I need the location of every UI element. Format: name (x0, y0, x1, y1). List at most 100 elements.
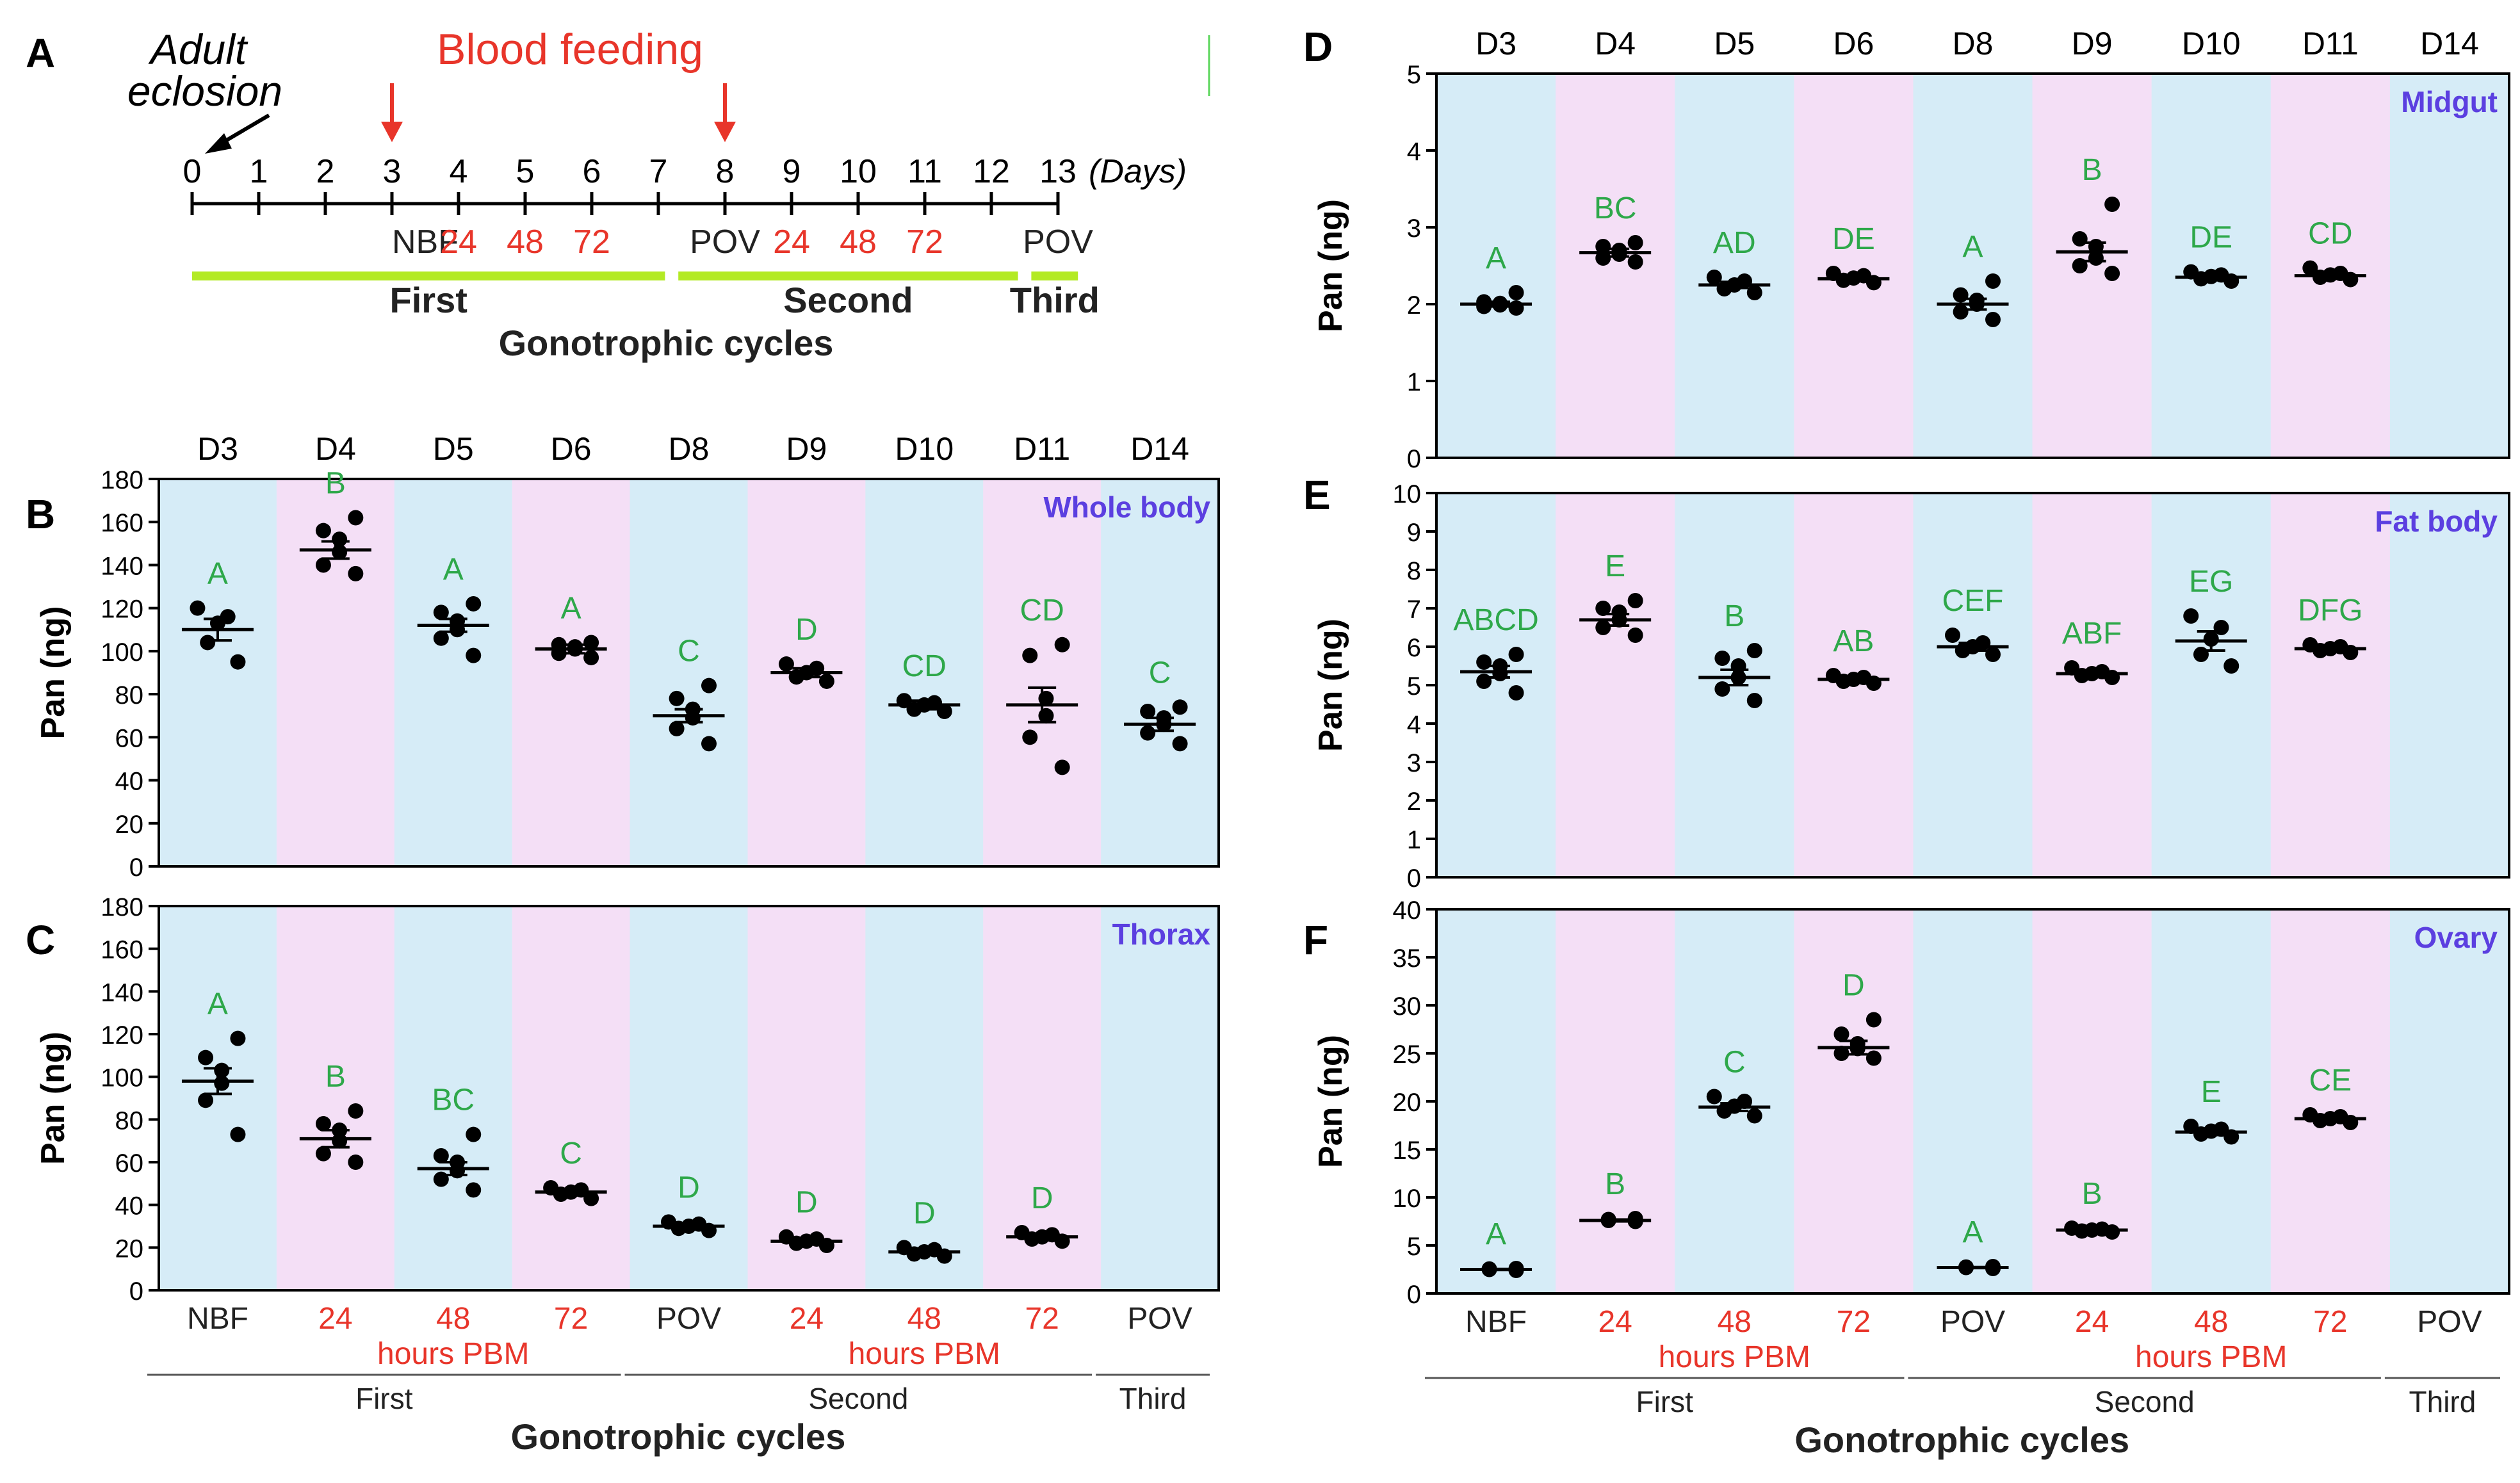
band-6 (2151, 74, 2272, 458)
y-axis-label: Pan (ng) (35, 606, 72, 740)
stage-label-4: POV (690, 223, 760, 261)
data-point-4-3 (1985, 1259, 2001, 1274)
adult-label: Adult (148, 26, 248, 73)
y-tick-label-5: 5 (1407, 672, 1421, 701)
band-6 (865, 479, 984, 866)
day-tick-label-4: 4 (450, 153, 468, 190)
significance-letter-8: C (1149, 656, 1171, 690)
data-point-0-0 (1508, 685, 1524, 701)
day-label-2: D5 (433, 431, 474, 467)
data-point-1-0 (348, 565, 364, 581)
significance-letter-1: B (325, 467, 346, 501)
significance-letter-0: A (1486, 1217, 1506, 1251)
data-point-5-3 (809, 660, 825, 676)
data-point-1-1 (1595, 250, 1611, 266)
significance-letter-3: DE (1832, 222, 1875, 256)
significance-letter-1: B (325, 1060, 346, 1094)
data-point-3-3 (573, 1182, 589, 1198)
band-8 (2389, 493, 2510, 877)
significance-letter-6: CD (902, 649, 947, 683)
data-point-4-3 (1969, 293, 1985, 308)
y-tick-label-1: 1 (1407, 826, 1421, 854)
band-5 (747, 906, 866, 1290)
data-point-6-4 (896, 1240, 912, 1256)
data-point-2-3 (1730, 658, 1746, 674)
data-point-6-3 (2213, 267, 2229, 283)
y-tick-label-9: 9 (1407, 519, 1421, 547)
data-point-5-4 (2064, 660, 2080, 676)
day-tick-label-9: 9 (783, 153, 801, 190)
band-2 (1675, 74, 1794, 458)
day-label-6: D10 (2182, 26, 2241, 61)
y-tick-label-5: 25 (1393, 1041, 1422, 1069)
plot-frame (158, 905, 1220, 1292)
significance-letter-3: AB (1833, 624, 1874, 658)
data-point-3-5 (1866, 1012, 1882, 1028)
hours-pbm-label-second: hours PBM (849, 1337, 1000, 1371)
band-7 (2270, 74, 2391, 458)
x-category-2: 48 (436, 1302, 470, 1336)
panel-c: 0 20 40 60 80 100 120 140 160 180 Pan (ng) C Thorax A… (26, 893, 1220, 1306)
data-point-3-1 (1833, 1046, 1849, 1061)
band-2 (394, 906, 513, 1290)
x-category-7: 72 (2313, 1305, 2347, 1339)
day-label-6: D10 (895, 431, 954, 467)
hours-pbm-label-first: hours PBM (377, 1337, 529, 1371)
day-label-2: D5 (1714, 26, 1755, 61)
x-axis-right-column: NBF 24 48 72 POV 24 48 72 POV hours PBM hours PBM F… (1425, 1305, 2500, 1460)
data-point-4-5 (701, 677, 717, 693)
y-tick-label-1: 5 (1407, 1233, 1421, 1261)
cycle-label-0: First (355, 1382, 413, 1415)
data-point-7-3 (2332, 266, 2348, 281)
band-2 (394, 479, 513, 866)
day-tick-label-3: 3 (383, 153, 402, 190)
data-point-6-3 (2213, 620, 2229, 635)
data-point-3-4 (551, 636, 567, 652)
day-label-4: D8 (669, 431, 710, 467)
y-tick-label-6: 120 (101, 1021, 143, 1049)
day-label-1: D4 (1595, 26, 1636, 61)
data-point-7-1 (1022, 729, 1038, 745)
day-label-8: D14 (2420, 26, 2479, 61)
data-point-0-0 (230, 654, 246, 670)
data-point-1-2 (332, 1133, 348, 1149)
y-tick-label-6: 30 (1393, 993, 1422, 1021)
y-tick-label-3: 3 (1407, 215, 1421, 243)
y-tick-label-0: 0 (1407, 445, 1421, 473)
data-point-2-1 (1714, 681, 1730, 697)
y-tick-label-0: 0 (1407, 1281, 1421, 1309)
plot-frame (1435, 72, 2510, 459)
y-tick-label-7: 35 (1393, 944, 1422, 973)
x-category-8: POV (2417, 1305, 2482, 1339)
data-point-5-4 (2064, 1220, 2080, 1236)
data-point-4-3 (1975, 635, 1991, 651)
data-point-5-0 (2104, 266, 2120, 281)
data-point-0-4 (190, 600, 206, 616)
significance-letter-0: ABCD (1453, 603, 1538, 637)
y-tick-label-8: 160 (101, 936, 143, 964)
y-tick-label-1: 20 (115, 811, 144, 839)
y-tick-label-3: 60 (115, 724, 144, 752)
significance-letter-7: CE (2309, 1064, 2352, 1098)
band-5 (2032, 74, 2152, 458)
x-category-7: 72 (1025, 1302, 1059, 1336)
data-point-1-1 (315, 557, 331, 573)
y-tick-label-4: 80 (115, 1106, 144, 1135)
data-point-0-1 (200, 635, 216, 651)
y-tick-label-4: 4 (1407, 138, 1421, 166)
days-unit-label: (Days) (1089, 153, 1187, 190)
data-point-8-3 (1156, 710, 1172, 726)
panel-title: Thorax (1112, 918, 1211, 951)
day-label-0: D3 (197, 431, 238, 467)
panel-e: 0 1 2 3 4 5 6 7 8 9 10 Pan (ng) E Fat body ABCD E B AB CEF… (1303, 472, 2510, 893)
day-tick-label-10: 10 (840, 153, 877, 190)
hours-pbm-label-second: hours PBM (2135, 1340, 2287, 1374)
day-label-7: D11 (2302, 26, 2359, 61)
cycle-label-2: Third (1119, 1382, 1187, 1415)
significance-letter-1: E (1605, 549, 1625, 583)
data-point-6-0 (2223, 658, 2240, 674)
y-tick-label-2: 2 (1407, 788, 1421, 816)
significance-letter-7: CD (2308, 217, 2352, 251)
